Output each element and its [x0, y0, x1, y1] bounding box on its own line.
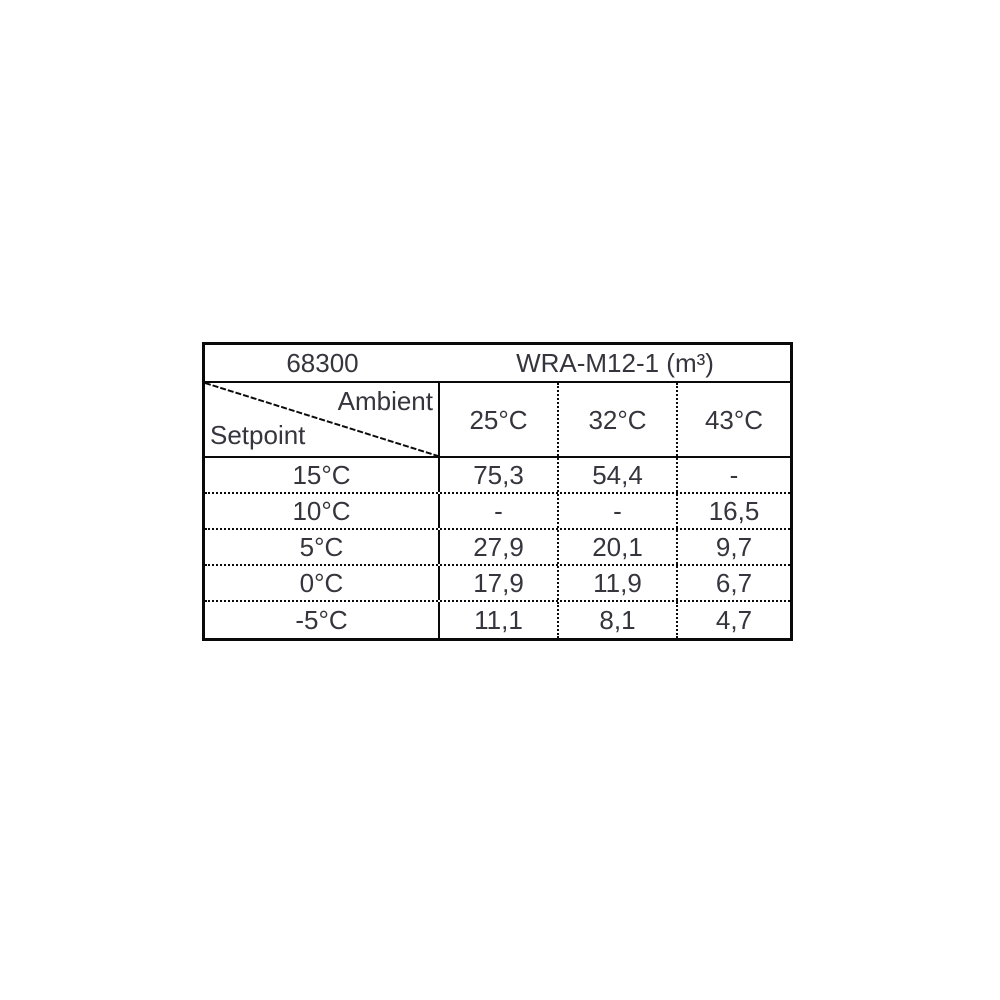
column-header-row: Ambient Setpoint 25°C 32°C 43°C: [205, 383, 790, 458]
diagonal-header-cell: Ambient Setpoint: [205, 383, 440, 456]
cell-value: 11,1: [440, 602, 559, 638]
cell-value: 20,1: [559, 530, 678, 564]
capacity-table: 68300 WRA-M12-1 (m³) Ambient Setpoint 25…: [202, 342, 793, 641]
cell-value: 27,9: [440, 530, 559, 564]
table-row: 0°C 17,9 11,9 6,7: [205, 566, 790, 602]
setpoint-value: 10°C: [205, 494, 440, 528]
cell-value: 8,1: [559, 602, 678, 638]
table-row: 5°C 27,9 20,1 9,7: [205, 530, 790, 566]
table-row: 15°C 75,3 54,4 -: [205, 458, 790, 494]
cell-value: 75,3: [440, 458, 559, 492]
table-row: 10°C - - 16,5: [205, 494, 790, 530]
cell-value: 9,7: [715, 532, 753, 562]
cell-value: 54,4: [559, 458, 678, 492]
cell-value: -: [729, 460, 739, 490]
cell-value: 11,9: [559, 566, 678, 600]
diagonal-line: [205, 383, 438, 456]
setpoint-value: -5°C: [205, 602, 440, 638]
cell-value: 6,7: [715, 568, 753, 598]
setpoint-value: 15°C: [205, 458, 440, 492]
table-row: -5°C 11,1 8,1 4,7: [205, 602, 790, 638]
cell-value: 17,9: [440, 566, 559, 600]
setpoint-value: 5°C: [205, 530, 440, 564]
setpoint-value: 0°C: [205, 566, 440, 600]
table-title-row: 68300 WRA-M12-1 (m³): [205, 345, 790, 383]
column-header-32c: 32°C: [559, 383, 678, 456]
setpoint-label: Setpoint: [210, 420, 306, 450]
ambient-label: Ambient: [337, 386, 433, 416]
cell-value: 4,7: [715, 605, 753, 635]
product-code: 68300: [286, 348, 359, 378]
cell-value: 16,5: [708, 496, 760, 526]
cell-value: -: [440, 494, 559, 528]
column-header-43c: 43°C: [704, 404, 764, 435]
cell-value: -: [559, 494, 678, 528]
model-name: WRA-M12-1 (m³): [516, 348, 714, 378]
column-header-25c: 25°C: [440, 383, 559, 456]
